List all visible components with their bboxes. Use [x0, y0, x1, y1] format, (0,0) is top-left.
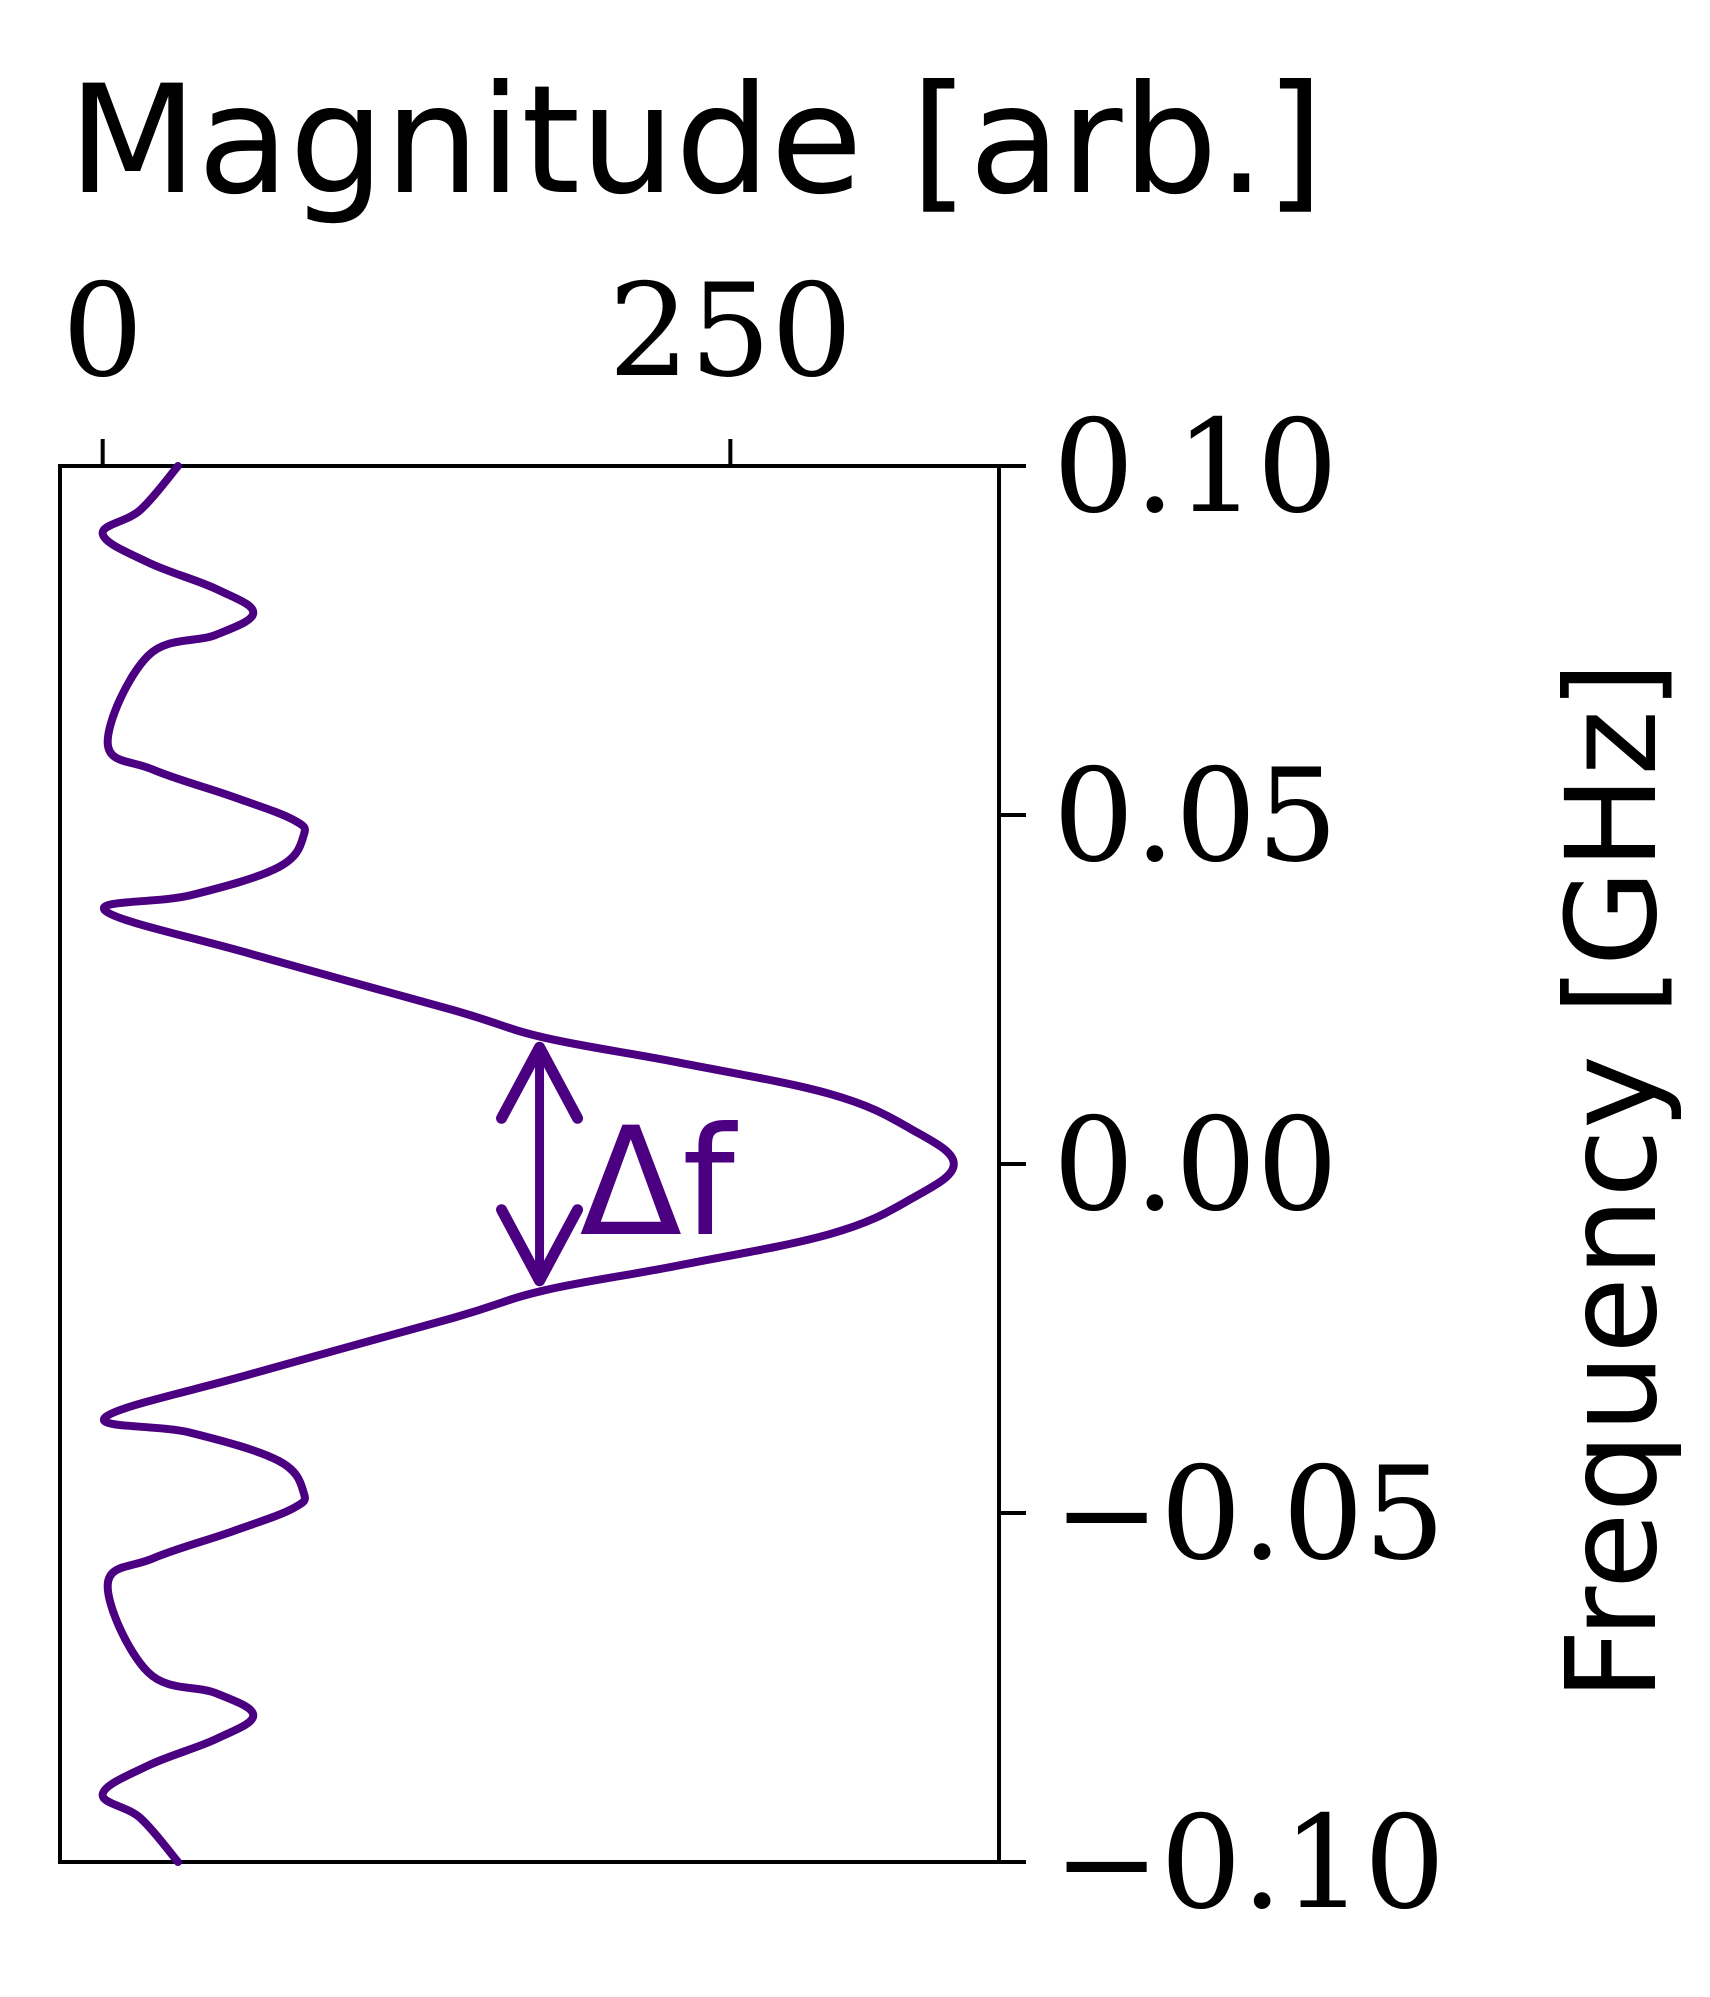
series-line [98, 462, 958, 1866]
annotation-arrowhead-up [496, 1041, 584, 1124]
y-tick-label: 0.10 [1053, 393, 1338, 542]
x-axis-ticks: 0 250 [62, 257, 853, 466]
y-tick-label: −0.05 [1053, 1440, 1445, 1589]
annotation-label: Δf [580, 1096, 739, 1270]
y-tick-label: 0.00 [1053, 1091, 1338, 1240]
y-tick-label: −0.10 [1053, 1789, 1445, 1938]
chart-title: Magnitude [arb.] [68, 54, 1324, 228]
y-axis-label: Frequency [GHz] [1540, 661, 1685, 1701]
x-tick-label: 0 [62, 257, 143, 406]
y-tick-label: 0.05 [1053, 742, 1338, 891]
annotation-arrowhead-down [496, 1204, 584, 1287]
delta-f-annotation: Δf [496, 1041, 739, 1287]
x-tick-label: 250 [608, 257, 852, 406]
y-axis-ticks: 0.10 0.05 0.00 −0.05 −0.10 [999, 393, 1445, 1938]
